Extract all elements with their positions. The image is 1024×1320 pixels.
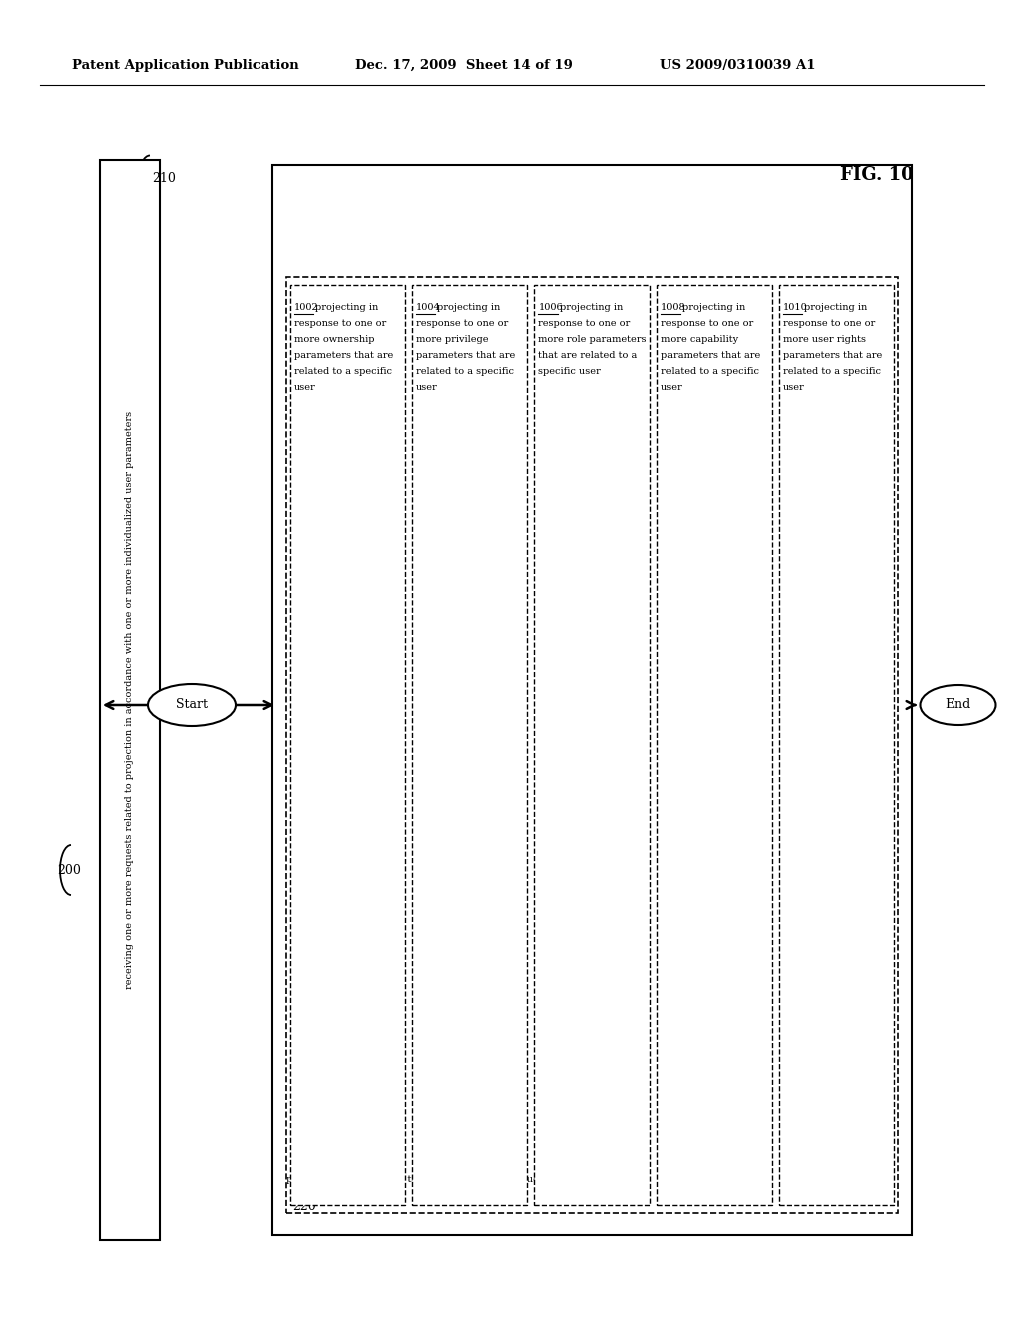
Text: 210: 210 — [152, 172, 176, 185]
Text: more capability: more capability — [660, 335, 737, 345]
Text: receiving one or more requests related to projection in accordance with one or m: receiving one or more requests related t… — [126, 411, 134, 989]
Text: 200: 200 — [57, 863, 81, 876]
Text: 220: 220 — [292, 1200, 315, 1213]
Bar — [286, 277, 898, 1213]
Text: more role parameters: more role parameters — [539, 335, 647, 345]
Text: response to one or: response to one or — [539, 319, 631, 327]
Text: 1006: 1006 — [539, 304, 563, 312]
Bar — [535, 285, 649, 1205]
Text: parameters that are: parameters that are — [782, 351, 882, 360]
Text: more privilege: more privilege — [416, 335, 488, 345]
Text: specific user: specific user — [539, 367, 601, 376]
Text: 1004: 1004 — [416, 304, 441, 312]
Text: Start: Start — [176, 698, 208, 711]
Text: user: user — [416, 383, 438, 392]
Text: response to one or: response to one or — [782, 319, 876, 327]
Text: FIG. 10: FIG. 10 — [840, 166, 913, 183]
Text: 1002: 1002 — [294, 304, 318, 312]
Text: response to one or: response to one or — [294, 319, 386, 327]
Text: related to a specific: related to a specific — [294, 367, 392, 376]
Bar — [779, 285, 894, 1205]
Bar — [100, 160, 160, 1239]
Ellipse shape — [148, 684, 236, 726]
Text: projecting in: projecting in — [559, 304, 623, 312]
Text: response to one or: response to one or — [660, 319, 753, 327]
Ellipse shape — [921, 685, 995, 725]
Bar — [272, 165, 912, 1236]
Text: more user rights: more user rights — [782, 335, 866, 345]
Text: Dec. 17, 2009  Sheet 14 of 19: Dec. 17, 2009 Sheet 14 of 19 — [355, 58, 572, 71]
Text: related to a specific: related to a specific — [416, 367, 514, 376]
Text: parameters that are: parameters that are — [416, 351, 515, 360]
Text: related to a specific: related to a specific — [660, 367, 759, 376]
Text: US 2009/0310039 A1: US 2009/0310039 A1 — [660, 58, 815, 71]
Text: parameters that are: parameters that are — [660, 351, 760, 360]
Text: End: End — [945, 698, 971, 711]
Text: related to a specific: related to a specific — [782, 367, 881, 376]
Text: user: user — [660, 383, 682, 392]
Bar — [290, 285, 406, 1205]
Text: projecting in: projecting in — [682, 304, 745, 312]
Text: response to one or: response to one or — [416, 319, 509, 327]
Text: that are related to a: that are related to a — [539, 351, 638, 360]
Text: projecting in: projecting in — [804, 304, 867, 312]
Text: 1008: 1008 — [660, 304, 685, 312]
Text: more ownership: more ownership — [294, 335, 375, 345]
Bar — [656, 285, 772, 1205]
Text: 1010: 1010 — [782, 304, 808, 312]
Text: user: user — [782, 383, 805, 392]
Text: user: user — [294, 383, 315, 392]
Text: projecting in: projecting in — [437, 304, 501, 312]
Text: Patent Application Publication: Patent Application Publication — [72, 58, 299, 71]
Text: parameters that are: parameters that are — [294, 351, 393, 360]
Bar — [413, 285, 527, 1205]
Text: projecting in response to the one or more requests: projecting in response to the one or mor… — [286, 1175, 554, 1184]
Text: projecting in: projecting in — [315, 304, 379, 312]
